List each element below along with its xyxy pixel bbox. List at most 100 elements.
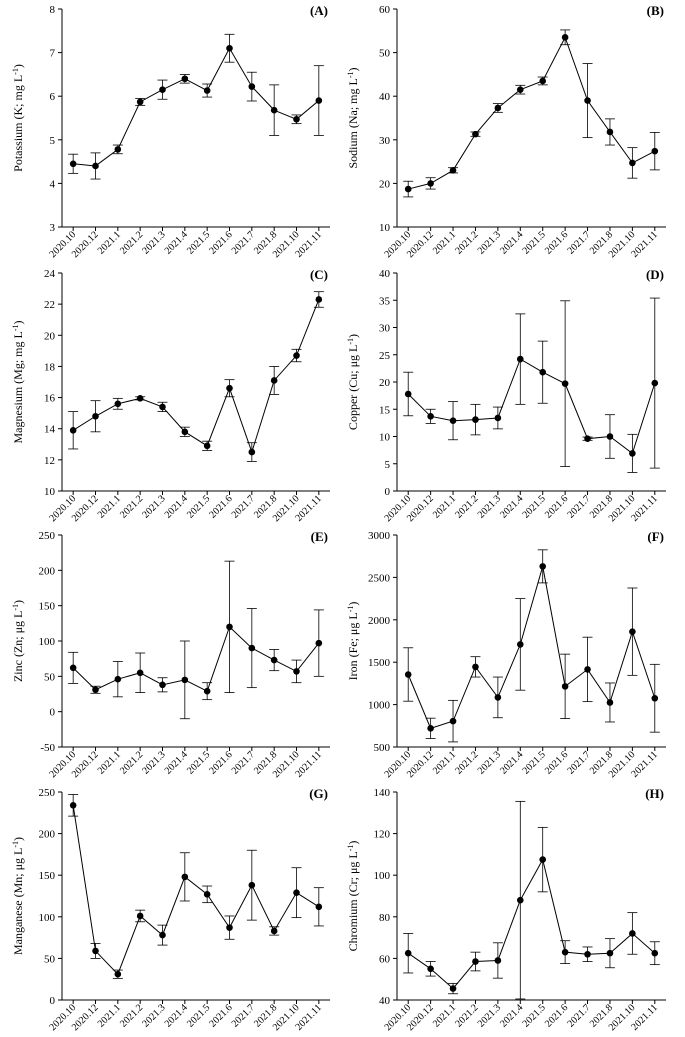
data-point: [315, 903, 323, 911]
data-point: [226, 623, 233, 631]
data-point: [629, 450, 636, 457]
data-point: [226, 44, 233, 52]
data-point: [629, 628, 636, 635]
data-point: [584, 97, 591, 104]
series-line: [407, 566, 656, 729]
panel-h: 4060801001201402020.102020.122021.12021.…: [346, 786, 666, 1033]
x-tick-label: 2021.4: [163, 1002, 190, 1029]
y-tick-label: 7: [50, 48, 56, 60]
data-point: [651, 147, 659, 155]
data-point: [584, 950, 591, 958]
data-point: [449, 717, 457, 725]
data-point: [293, 116, 300, 123]
y-axis-label: Copper (Cu; μg L-1): [346, 334, 361, 430]
data-point: [181, 428, 189, 436]
x-tick-label: 2021.7: [565, 229, 592, 256]
y-tick-label: 150: [39, 870, 56, 882]
y-tick-label: 22: [44, 299, 55, 311]
y-tick-label: 4: [50, 178, 56, 190]
y-tick-label: 20: [379, 377, 391, 389]
y-axis-label: Manganese (Mn; μg L-1): [11, 837, 26, 955]
x-tick-label: 2021.7: [230, 749, 257, 776]
series-line: [73, 47, 320, 167]
x-tick-label: 2021.4: [163, 229, 190, 256]
panel-c: 10121416182022242020.102020.122021.12021…: [11, 267, 330, 524]
panel-e: -500501001502002502020.102020.122021.120…: [11, 529, 330, 780]
data-point: [449, 167, 457, 174]
x-tick-label: 2021.4: [498, 749, 525, 776]
x-tick-label: 2021.5: [185, 229, 212, 256]
data-point: [584, 435, 591, 442]
x-tick-label: 2021.3: [140, 749, 167, 776]
x-tick-label: 2021.2: [453, 1002, 480, 1029]
data-point: [248, 83, 256, 90]
x-tick-label: 2021.5: [185, 749, 212, 776]
data-point: [315, 639, 323, 647]
x-tick-label: 2021.2: [118, 1002, 145, 1029]
x-tick-label: 2021.2: [453, 749, 480, 776]
y-tick-label: 2500: [368, 572, 391, 584]
x-tick-label: 2021.1: [431, 749, 458, 776]
y-tick-label: 1000: [368, 700, 391, 712]
x-tick-label: 2021.3: [140, 229, 167, 256]
data-point: [651, 379, 659, 387]
y-tick-label: 35: [379, 295, 391, 307]
data-point: [516, 86, 524, 93]
panel-f: 500100015002000250030002020.102020.12202…: [346, 529, 666, 780]
data-point: [114, 675, 122, 683]
x-tick-label: 2021.1: [431, 493, 458, 520]
y-tick-label: 0: [385, 486, 391, 498]
x-tick-label: 2021.1: [96, 749, 123, 776]
data-point: [404, 671, 412, 678]
panel-letter: (H): [645, 786, 664, 801]
data-point: [203, 87, 211, 94]
x-tick-label: 2021.2: [453, 493, 480, 520]
y-tick-label: 10: [44, 486, 56, 498]
y-tick-label: 10: [379, 222, 391, 234]
data-point: [203, 442, 211, 450]
data-point: [494, 694, 502, 701]
y-tick-label: 25: [379, 350, 391, 362]
x-tick-label: 2021.6: [543, 229, 570, 256]
y-tick-label: 10: [379, 432, 391, 444]
y-tick-label: 500: [374, 742, 391, 754]
y-tick-label: 3: [50, 222, 56, 234]
y-axis-label: Iron (Fe; μg L-1): [346, 602, 361, 681]
x-tick-label: 2021.1: [96, 229, 123, 256]
data-point: [472, 130, 479, 138]
x-tick-label: 2021.1: [96, 1002, 123, 1029]
data-point: [427, 725, 434, 732]
data-point: [226, 384, 233, 392]
y-tick-label: 5: [385, 459, 391, 471]
x-tick-label: 2021.4: [498, 229, 525, 256]
y-tick-label: 40: [379, 268, 391, 280]
y-tick-label: 18: [44, 361, 56, 373]
y-tick-label: 6: [50, 91, 56, 103]
data-point: [69, 664, 77, 672]
data-point: [270, 927, 278, 935]
x-tick-label: 2021.4: [498, 493, 525, 520]
series-line: [72, 805, 320, 976]
data-point: [427, 965, 434, 973]
y-tick-label: 80: [379, 912, 391, 924]
data-point: [315, 97, 323, 104]
data-point: [516, 641, 524, 648]
y-tick-label: 200: [39, 829, 56, 841]
data-point: [651, 694, 659, 702]
x-tick-label: 2021.5: [521, 229, 548, 256]
data-point: [606, 949, 614, 957]
y-tick-label: 0: [50, 995, 56, 1007]
y-tick-label: 250: [39, 787, 56, 799]
y-tick-label: 14: [44, 424, 56, 436]
data-point: [159, 403, 166, 411]
panel-b: 1020304050602020.102020.122021.12021.220…: [346, 3, 666, 260]
data-point: [293, 668, 300, 675]
panel-letter: (E): [311, 529, 328, 544]
y-tick-label: 50: [44, 671, 56, 683]
data-point: [561, 683, 569, 690]
data-point: [472, 663, 479, 671]
data-point: [136, 912, 144, 920]
data-point: [92, 412, 99, 420]
x-tick-label: 2021.3: [476, 749, 503, 776]
data-point: [69, 802, 77, 809]
